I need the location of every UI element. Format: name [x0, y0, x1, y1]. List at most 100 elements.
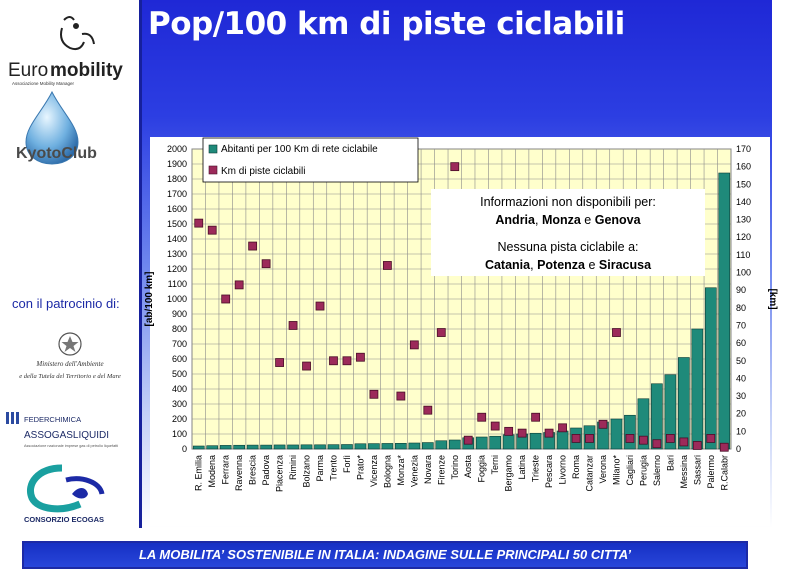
y-right-tick-label: 130: [736, 215, 751, 225]
data-point: [302, 361, 311, 371]
assogasliquidi-logo: FEDERCHIMICA ASSOGASLIQUIDI Associazione…: [6, 412, 118, 448]
legend-swatch-marker: [208, 165, 218, 175]
x-tick-label: Bari: [665, 455, 675, 471]
y-left-tick-label: 700: [172, 339, 187, 349]
data-point: [382, 261, 392, 270]
bar: [260, 444, 272, 450]
bar: [664, 374, 677, 450]
ecogas-text: CONSORZIO ECOGAS: [24, 515, 104, 524]
bar: [327, 444, 340, 450]
y-left-tick-label: 1200: [167, 264, 187, 274]
bar: [206, 445, 219, 450]
y-left-tick-label: 0: [182, 444, 187, 454]
x-tick-label: Torino: [450, 455, 460, 480]
x-tick-label: Palermo: [706, 455, 716, 489]
x-tick-label: Pescara: [544, 455, 554, 488]
y-right-tick-label: 70: [736, 320, 746, 330]
bar: [381, 443, 394, 450]
annotation-segment: ,: [530, 258, 537, 272]
bar: [354, 443, 367, 450]
x-tick-label: Forlì: [342, 455, 352, 473]
bar: [273, 444, 286, 450]
data-point: [194, 218, 204, 228]
y-right-tick-label: 90: [736, 285, 746, 295]
water-drop-icon: [25, 90, 79, 165]
data-point: [477, 412, 487, 422]
assogasliquidi-subtext: Associazione nazionale imprese gas di pe…: [24, 444, 118, 448]
bar: [368, 443, 380, 450]
data-point: [450, 162, 460, 172]
y-left-tick-label: 500: [172, 369, 187, 379]
figure-icon: [60, 16, 95, 51]
patronage-label: con il patrocinio di:: [12, 296, 120, 311]
y-left-tick-label: 1100: [168, 279, 187, 289]
bar: [475, 436, 488, 450]
y-left-tick-label: 200: [172, 414, 187, 424]
y-right-tick-label: 110: [736, 250, 750, 260]
x-tick-label: Latina: [517, 455, 527, 480]
x-tick-label: Ravenna: [234, 455, 244, 491]
data-point: [571, 434, 581, 443]
data-point: [544, 428, 554, 438]
x-tick-label: Prato*: [355, 455, 365, 481]
annotation-segment: Genova: [595, 213, 642, 227]
y-left-tick-label: 800: [172, 324, 187, 334]
ministry-line1: Ministero dell'Ambiente: [35, 360, 103, 368]
annotation-line-3: Nessuna pista ciclabile a:: [497, 240, 638, 254]
logo-euro: Euro: [8, 60, 48, 81]
y-right-tick-label: 160: [736, 162, 751, 172]
ecogas-logo: CONSORZIO ECOGAS: [24, 464, 105, 524]
x-tick-label: Perugia: [638, 455, 648, 486]
kyoto-club-logo: KyotoClub: [16, 90, 97, 165]
x-tick-label: Bologna: [382, 455, 392, 488]
bar: [489, 435, 502, 450]
y-left-axis-label: [ab/100 km]: [144, 271, 155, 326]
assogasliquidi-text: ASSOGASLIQUIDI: [24, 430, 109, 441]
data-point: [679, 437, 689, 447]
y-right-tick-label: 150: [736, 179, 751, 189]
y-right-tick-label: 30: [736, 391, 746, 401]
federchimica-text: FEDERCHIMICA: [24, 415, 81, 424]
legend-swatch-bar: [208, 144, 218, 154]
sidebar-divider: [139, 0, 142, 528]
x-tick-label: Brescia: [248, 455, 258, 485]
annotation-segment: Monza: [542, 213, 582, 227]
annotation-segment: Siracusa: [599, 258, 652, 272]
data-point: [275, 358, 284, 367]
annotation-segment: ,: [535, 213, 542, 227]
sidebar: Euro mobility Associazione Mobility Mana…: [0, 0, 140, 528]
annotation-box: [431, 189, 705, 276]
y-right-tick-label: 170: [736, 144, 751, 154]
x-tick-label: Salerno: [652, 455, 662, 486]
ecogas-swoosh-icon: [27, 464, 105, 513]
data-point: [369, 389, 379, 399]
x-tick-label: Firenze: [436, 455, 446, 485]
x-tick-label: Parma: [315, 455, 325, 482]
data-point: [207, 225, 217, 235]
x-tick-label: Venezia: [409, 455, 419, 487]
annotation-segment: Andria: [495, 213, 536, 227]
annotation-segment: e: [581, 213, 595, 227]
annotation-line-4: Catania, Potenza e Siracusa: [485, 258, 652, 272]
data-point: [409, 340, 419, 350]
y-right-tick-label: 20: [736, 409, 746, 419]
data-point: [248, 241, 258, 251]
x-tick-label: Trieste: [531, 455, 541, 482]
x-tick-label: Milano*: [611, 455, 621, 486]
data-point: [665, 434, 675, 443]
bar: [529, 432, 542, 450]
bar: [421, 442, 434, 450]
data-point: [612, 328, 621, 337]
data-point: [692, 441, 702, 450]
y-right-tick-label: 50: [736, 356, 746, 366]
y-left-tick-label: 1400: [167, 234, 187, 244]
data-point: [517, 428, 527, 438]
data-point: [719, 442, 729, 452]
data-point: [558, 423, 567, 433]
x-tick-label: Catanzar: [585, 455, 595, 492]
x-tick-label: R.Calabr: [719, 455, 729, 491]
x-tick-label: Vicenza: [369, 455, 379, 487]
data-point: [639, 435, 648, 445]
data-point: [504, 426, 514, 436]
